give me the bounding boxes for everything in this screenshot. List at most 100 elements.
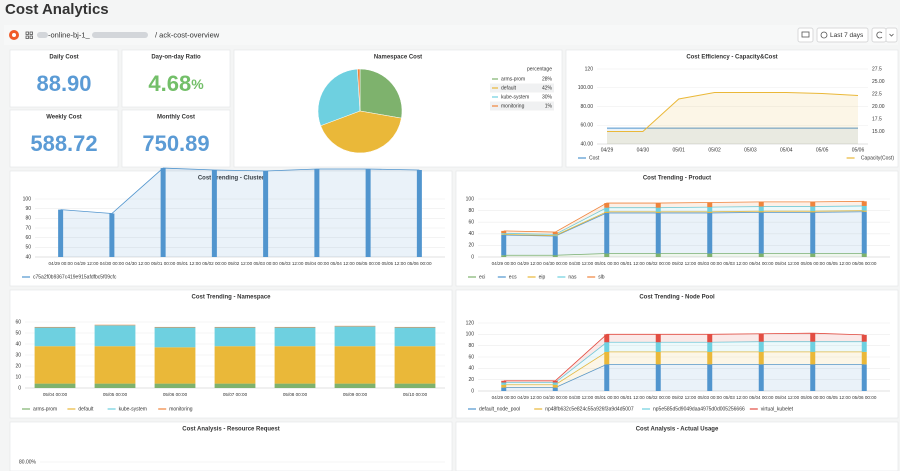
bar [94,325,136,347]
panel [9,49,119,108]
x-tick-label: 05/03 00:00 [253,261,278,266]
y-tick-label: 80 [468,208,474,214]
bar [58,209,64,257]
bar [655,364,661,391]
y-tick-label: 80 [25,216,31,222]
panel-title: Cost Trending - Node Pool [639,295,715,301]
bar [655,203,661,208]
bar [501,255,507,257]
area-fill [607,128,858,144]
x-tick-label: 04/29 [601,147,614,153]
bar [861,205,867,211]
x-tick-label: 05/06 [852,147,865,153]
bar [810,364,816,391]
x-tick-label: 05/03 12:00 [279,261,304,266]
y-tick-label: 40.00 [580,141,593,147]
area-fill [503,253,865,257]
area-line [503,341,865,383]
legend-label: default [501,85,517,91]
legend-value: 28% [542,76,553,82]
x-tick-label: 04/30 12:00 [125,261,150,266]
bar [154,383,196,388]
x-tick-label: 04/30 12:00 [569,261,594,266]
y-tick-label: 40 [15,341,21,347]
y-tick-label: 100 [466,196,475,202]
bar [604,211,610,213]
x-tick-label: 05/06 00:00 [163,392,188,397]
bar [154,347,196,384]
panel-title: Namespace Cost [374,55,422,61]
x-tick-label: 05/05 00:00 [801,395,826,400]
bar [707,253,713,257]
bar [365,169,371,257]
toolbar-bg [4,25,898,45]
bar [501,233,507,235]
bar [552,384,558,388]
legend-label: kube-system [119,406,147,412]
x-tick-label: 05/02 00:00 [202,261,227,266]
y-tick-label: 60 [25,235,31,241]
blurred-text [92,32,148,38]
bar [552,235,558,237]
bar [263,170,269,257]
x-tick-label: 05/02 12:00 [672,395,697,400]
bar [758,333,764,342]
bar [758,211,764,213]
x-tick-label: 05/04 00:00 [749,395,774,400]
legend-label: ecs [509,274,517,280]
y-tick-label: 60 [468,354,474,360]
bar [501,384,507,388]
panel [121,109,231,168]
x-tick-label: 05/01 [672,147,685,153]
bar [861,201,867,206]
bar [501,380,507,383]
legend-row [490,101,554,111]
time-range[interactable]: Last 7 days [830,32,864,39]
panel [565,49,899,168]
bar [758,351,764,365]
area-line [503,211,865,237]
panel [455,170,899,287]
bar [707,334,713,343]
bar [861,334,867,342]
refresh-button[interactable] [871,27,887,43]
breadcrumb-folder[interactable]: -online-bj-1_ [48,30,91,39]
legend-label: Cost [589,155,600,161]
x-tick-label: 05/05 00:00 [356,261,381,266]
bar [655,211,661,213]
breadcrumb-dashboard[interactable]: / ack-cost-overview [155,30,220,39]
bar [501,387,507,391]
bar [394,383,436,388]
refresh-interval-button[interactable] [885,27,898,43]
legend-label: monitoring [501,103,525,109]
x-tick-label: 05/01 00:00 [151,261,176,266]
x-tick-label: 05/02 00:00 [646,395,671,400]
legend-label: Capacity(Cost) [861,155,894,161]
bar [501,382,507,385]
x-tick-label: 05/04 00:00 [43,392,68,397]
bar [274,326,316,328]
refresh-icon [876,31,883,39]
bar [861,211,867,254]
bar [552,387,558,391]
bar [861,253,867,257]
time-picker[interactable] [816,27,869,43]
bar [655,212,661,254]
bar [707,342,713,352]
x-tick-label: 04/29 12:00 [74,261,99,266]
x-tick-label: 04/29 12:00 [517,395,542,400]
y2-tick-label: 27.5 [872,66,882,72]
line-series [607,92,859,132]
bar [655,342,661,352]
bar [810,351,816,365]
stat-value: 88.90 [36,71,91,96]
bar [810,333,816,342]
panel-title: Weekly Cost [46,115,82,121]
stat-number: 4.68 [148,71,191,96]
panel-title: Cost Trending - Product [643,176,711,182]
bar [758,253,764,257]
tv-mode-button[interactable] [797,27,814,43]
bar [655,207,661,212]
area-fill [60,168,420,257]
